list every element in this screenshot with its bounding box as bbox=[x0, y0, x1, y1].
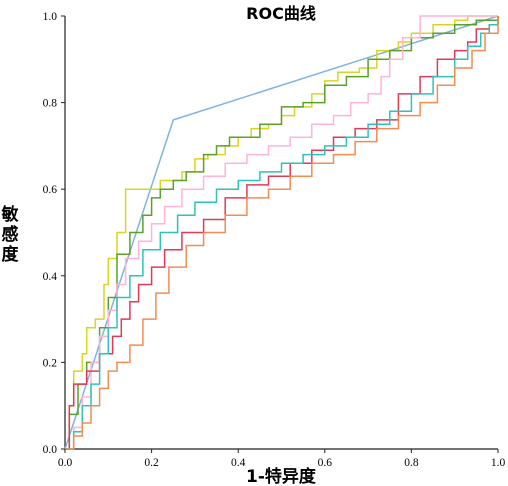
y-tick-label: 0.2 bbox=[43, 357, 58, 369]
chart-title: ROC曲线 bbox=[246, 4, 316, 23]
plot-area bbox=[64, 15, 499, 450]
y-axis-title-char: 度 bbox=[2, 244, 20, 265]
y-tick-label: 0.4 bbox=[43, 271, 58, 283]
series-line-5 bbox=[65, 16, 499, 450]
x-tick-label: 0.2 bbox=[144, 457, 159, 469]
x-tick-label: 0.8 bbox=[404, 457, 419, 469]
x-axis-title: 1-特异度 bbox=[246, 466, 317, 486]
y-tick-label: 0.0 bbox=[43, 444, 58, 456]
y-tick-label: 0.8 bbox=[43, 98, 58, 110]
x-tick-label: 1.0 bbox=[491, 457, 506, 469]
x-tick-label: 0.4 bbox=[231, 457, 246, 469]
x-tick-label: 0.6 bbox=[318, 457, 333, 469]
x-axis-ticks: 0.0 0.2 0.4 0.6 0.8 1.0 bbox=[58, 449, 506, 469]
y-tick-label: 0.6 bbox=[43, 184, 58, 196]
y-axis-title-char: 敏 bbox=[1, 204, 19, 225]
y-axis-title: 敏感度 bbox=[1, 204, 20, 265]
y-axis-title-char: 感 bbox=[2, 224, 19, 245]
y-tick-label: 1.0 bbox=[43, 11, 58, 23]
series-line-7 bbox=[65, 16, 499, 450]
x-tick-label: 0.0 bbox=[58, 457, 73, 469]
y-axis-ticks: 0.0 0.2 0.4 0.6 0.8 1.0 bbox=[43, 11, 65, 456]
series-line-4 bbox=[65, 15, 498, 450]
